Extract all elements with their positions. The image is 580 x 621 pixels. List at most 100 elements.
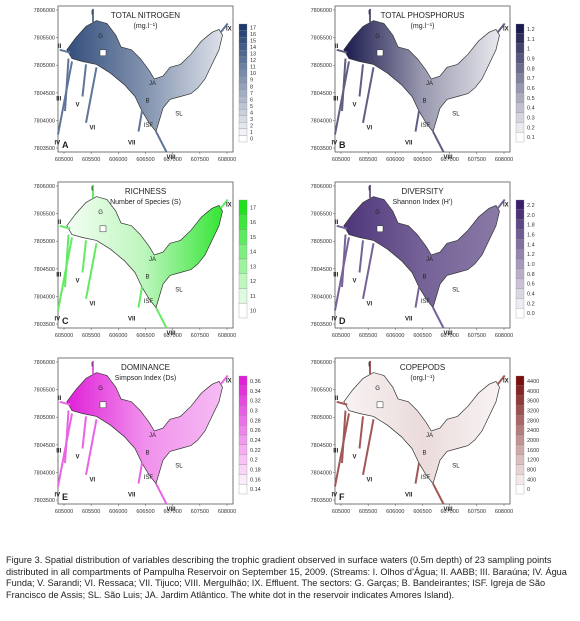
stream-line (219, 374, 229, 385)
stream-label: III (56, 449, 61, 455)
stream-label: I (368, 186, 370, 192)
scale-swatch (515, 209, 525, 220)
stream-label: VI (90, 302, 96, 308)
x-tick-label: 607000 (163, 157, 181, 163)
stream-line (137, 462, 143, 484)
y-tick-label: 7805000 (311, 415, 332, 421)
y-tick-label: 7804500 (311, 91, 332, 97)
scale-label: 400 (527, 477, 536, 483)
scale-swatch (238, 122, 248, 130)
x-tick-label: 607500 (191, 157, 209, 163)
amores-island (99, 225, 107, 233)
x-tick-label: 605500 (82, 333, 100, 339)
scale-swatch (515, 53, 525, 64)
scale-label: 0.7 (527, 76, 535, 82)
scale-swatch (515, 73, 525, 84)
y-tick-label: 7803500 (34, 322, 55, 328)
scale-label: 0.26 (250, 428, 261, 434)
scale-swatch (515, 102, 525, 113)
scale-swatch (238, 199, 248, 215)
x-tick-label: 605500 (359, 509, 377, 515)
sector-label: G (98, 210, 103, 216)
y-tick-label: 7805000 (34, 63, 55, 69)
scale-label: 0.32 (250, 399, 261, 405)
scale-swatch (238, 258, 248, 274)
scale-label: 0.2 (527, 125, 535, 131)
stream-label: V (353, 278, 357, 284)
scale-swatch (515, 199, 525, 210)
stream-label: VII (405, 492, 413, 498)
x-tick-label: 608000 (218, 509, 236, 515)
scale-label: 5 (250, 104, 253, 110)
y-tick-label: 7806000 (34, 360, 55, 366)
stream-label: II (58, 44, 62, 50)
y-tick-label: 7804500 (311, 267, 332, 273)
x-tick-label: 607500 (468, 333, 486, 339)
y-tick-label: 7804500 (34, 267, 55, 273)
sector-label: G (98, 34, 103, 40)
scale-label: 8 (250, 84, 253, 90)
scale-swatch (515, 385, 525, 396)
x-tick-label: 607000 (163, 509, 181, 515)
x-tick-label: 607500 (468, 509, 486, 515)
stream-line (334, 61, 350, 135)
scale-swatch (238, 425, 248, 436)
scale-swatch (515, 278, 525, 289)
sector-label: SL (452, 288, 460, 294)
scale-swatch (515, 474, 525, 485)
scale-label: 1 (527, 47, 530, 53)
scale-label: 0.0 (527, 311, 535, 317)
scale-swatch (515, 82, 525, 93)
stream-label: VI (90, 478, 96, 484)
scale-swatch (515, 405, 525, 416)
y-tick-label: 7805500 (311, 36, 332, 42)
scale-label: 1.1 (527, 37, 535, 43)
sector-label: SL (175, 464, 183, 470)
stream-label: V (353, 102, 357, 108)
stream-line (137, 286, 143, 308)
y-tick-label: 7806000 (311, 184, 332, 190)
stream-line (57, 237, 73, 311)
scale-label: 0.4 (527, 106, 535, 112)
y-tick-label: 7805000 (34, 415, 55, 421)
stream-line (362, 67, 375, 123)
scale-swatch (238, 214, 248, 230)
reservoir-shape (66, 372, 223, 485)
sector-label: B (146, 98, 150, 104)
stream-label: IV (332, 492, 338, 498)
figure-panels: TOTAL NITROGEN(mg.l⁻¹)IIIIIIIVVVIVIIVIII… (34, 5, 539, 515)
stream-label: V (76, 102, 80, 108)
sector-label: JA (426, 433, 433, 439)
scale-swatch (238, 95, 248, 103)
amores-island (99, 49, 107, 57)
scale-swatch (515, 268, 525, 279)
reservoir-shape (66, 20, 223, 133)
reservoir-shape (66, 196, 223, 309)
scale-swatch (515, 92, 525, 103)
stream-label: VI (90, 126, 96, 132)
y-tick-label: 7804000 (34, 118, 55, 124)
x-tick-label: 606000 (109, 333, 127, 339)
y-tick-label: 7806000 (34, 8, 55, 14)
scale-swatch (515, 415, 525, 426)
scale-label: 1.6 (527, 232, 535, 238)
scale-label: 3200 (527, 408, 539, 414)
x-tick-label: 608000 (495, 509, 513, 515)
sector-label: B (423, 98, 427, 104)
scale-label: 0.8 (527, 66, 535, 72)
sector-label: ISF (421, 123, 431, 129)
y-tick-label: 7805500 (311, 212, 332, 218)
y-tick-label: 7804500 (311, 443, 332, 449)
stream-label: VII (128, 140, 136, 146)
scale-label: 11 (250, 65, 256, 71)
stream-label: II (58, 396, 62, 402)
panel-title: COPEPODS (400, 363, 445, 372)
stream-label: III (56, 273, 61, 279)
stream-label: III (333, 273, 338, 279)
scale-label: 10 (250, 71, 256, 77)
x-tick-label: 607500 (468, 157, 486, 163)
stream-label: VII (405, 140, 413, 146)
x-tick-label: 606000 (386, 333, 404, 339)
scale-swatch (238, 375, 248, 386)
